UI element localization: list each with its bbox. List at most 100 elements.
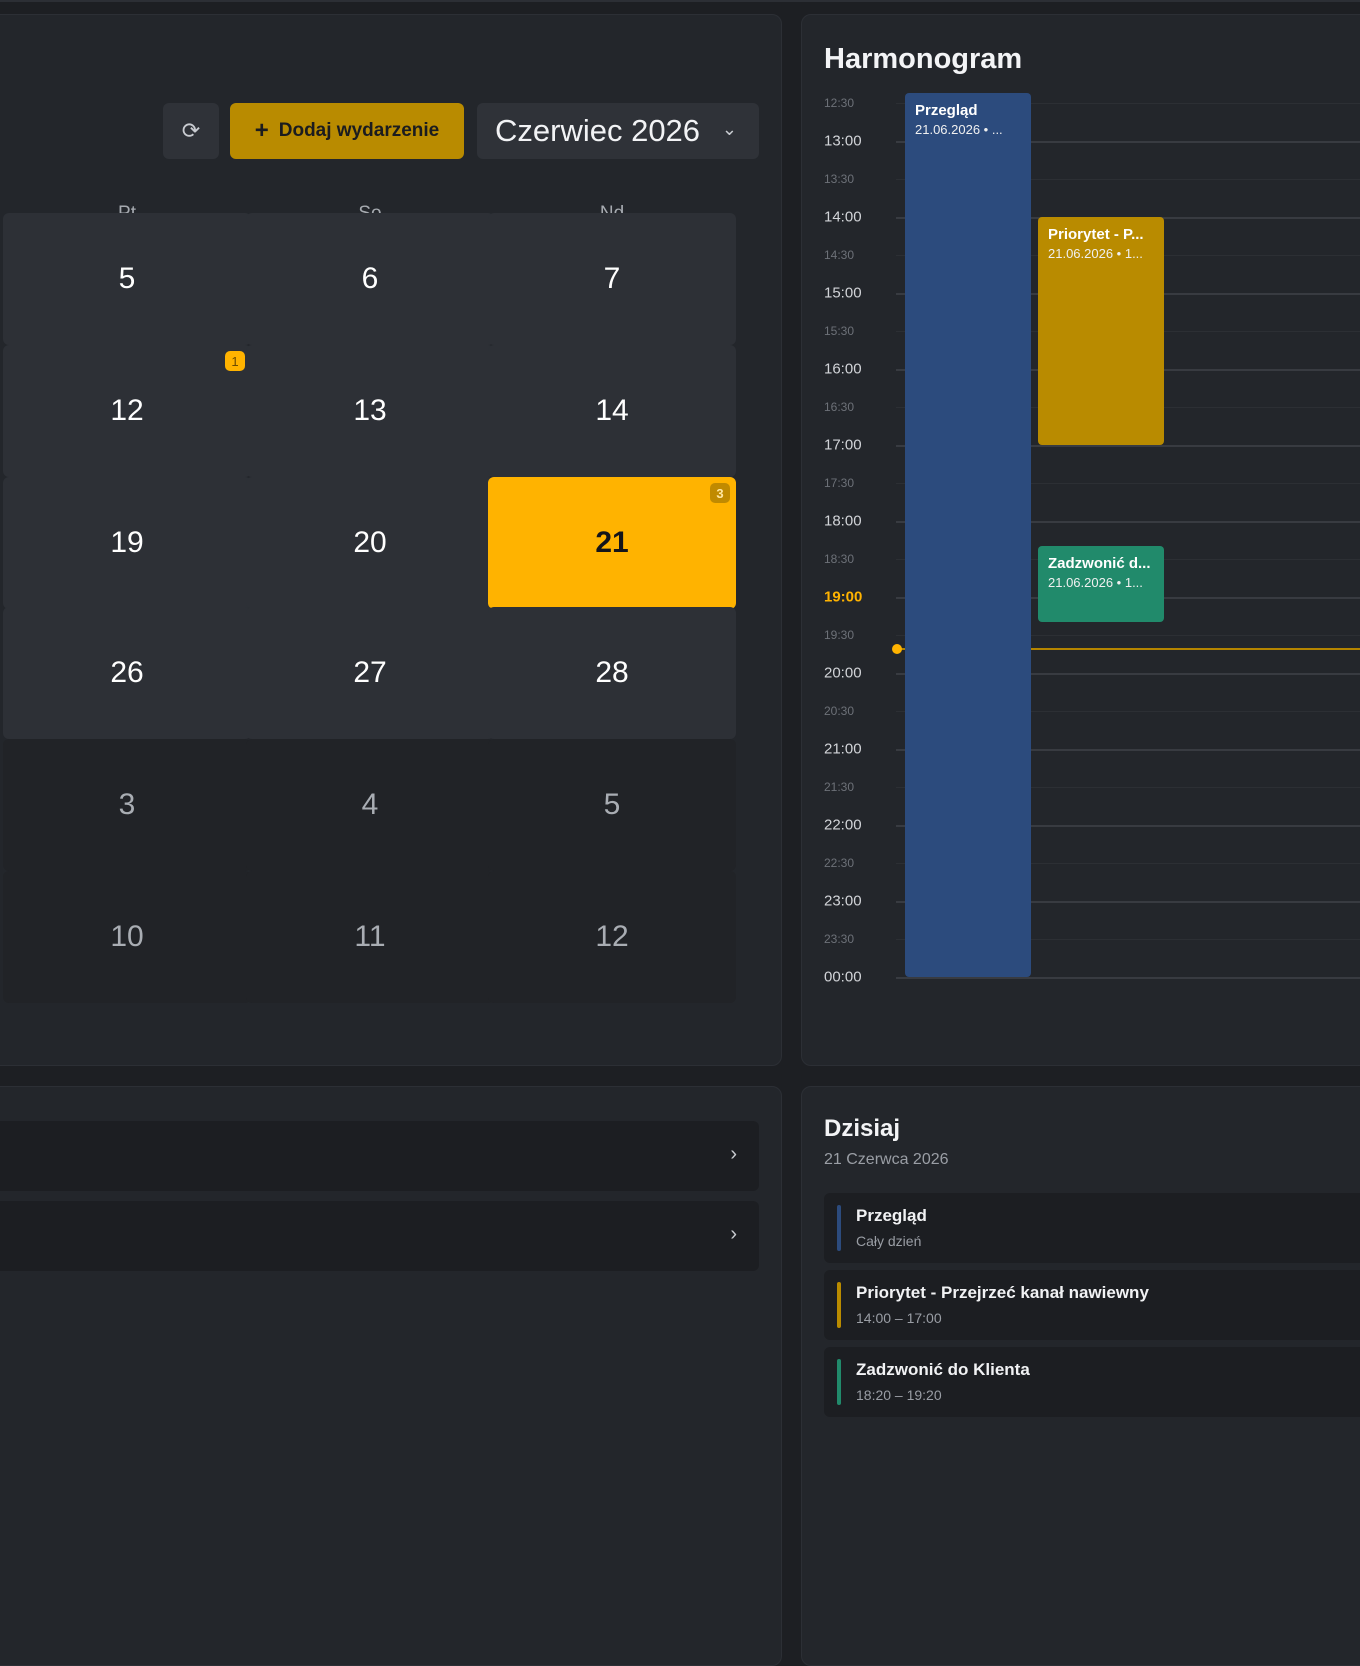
time-label: 13:30 <box>824 172 855 186</box>
hour-gridline <box>896 445 1360 447</box>
today-event-item[interactable]: Priorytet - Przejrzeć kanał nawiewny 14:0… <box>824 1270 1360 1340</box>
today-event-time: 18:20 – 19:20 <box>856 1387 942 1403</box>
hour-gridline <box>896 787 1360 788</box>
schedule-event[interactable]: Zadzwonić d... 21.06.2026 • 1... <box>1038 546 1164 623</box>
day-number: 5 <box>118 262 136 295</box>
event-count-badge: 1 <box>225 351 245 371</box>
time-label: 22:30 <box>824 856 855 870</box>
add-event-button[interactable]: + Dodaj wydarzenie <box>230 103 464 159</box>
time-label: 23:00 <box>824 892 862 910</box>
event-count-badge: 3 <box>710 483 730 503</box>
hour-gridline <box>896 939 1360 940</box>
time-label: 14:00 <box>824 208 862 226</box>
time-label: 15:00 <box>824 284 862 302</box>
time-label: 17:00 <box>824 436 862 454</box>
time-label: 18:30 <box>824 552 855 566</box>
month-select[interactable]: Czerwiec 2026 ⌄ <box>477 103 759 159</box>
day-cell[interactable]: 10 <box>3 871 251 1003</box>
chevron-right-icon: › <box>730 1223 737 1245</box>
day-cell[interactable]: 12 1 <box>3 345 251 477</box>
day-number: 14 <box>595 394 629 427</box>
day-cell[interactable]: 7 <box>488 213 736 345</box>
time-label: 16:30 <box>824 400 855 414</box>
day-cell[interactable]: 13 <box>246 345 494 477</box>
day-number: 4 <box>361 788 379 821</box>
day-number: 21 <box>595 526 629 559</box>
day-cell[interactable]: 12 <box>488 871 736 1003</box>
hour-gridline <box>896 521 1360 523</box>
event-color-bar <box>837 1282 841 1328</box>
day-number: 19 <box>110 526 144 559</box>
time-label: 19:30 <box>824 628 855 642</box>
hour-gridline <box>896 711 1360 712</box>
plus-icon: + <box>254 117 269 144</box>
time-label: 00:00 <box>824 968 862 986</box>
day-cell-today[interactable]: 21 3 <box>488 477 736 609</box>
day-number: 11 <box>354 920 386 953</box>
time-label: 23:30 <box>824 932 855 946</box>
time-label: 15:30 <box>824 324 855 338</box>
hour-gridline <box>896 483 1360 484</box>
calendar-panel: ⟳ + Dodaj wydarzenie Czerwiec 2026 ⌄ PtS… <box>0 14 782 1066</box>
hour-gridline <box>896 825 1360 827</box>
day-number: 12 <box>595 920 629 953</box>
event-title: Priorytet - P... <box>1048 226 1144 243</box>
schedule-event[interactable]: Przegląd 21.06.2026 • ... <box>905 93 1031 977</box>
time-label: 20:00 <box>824 664 862 682</box>
day-cell[interactable]: 28 <box>488 607 736 739</box>
hour-gridline <box>896 141 1360 143</box>
day-cell[interactable]: 20 <box>246 477 494 609</box>
day-cell[interactable]: 5 <box>488 739 736 871</box>
list-item[interactable]: › <box>0 1201 759 1271</box>
day-number: 20 <box>353 526 387 559</box>
day-cell[interactable]: 4 <box>246 739 494 871</box>
hour-gridline <box>896 179 1360 180</box>
today-panel: Dzisiaj 21 Czerwca 2026 Przegląd Cały dzi… <box>801 1086 1360 1666</box>
today-event-name: Zadzwonić do Klienta <box>856 1360 1030 1379</box>
day-number: 3 <box>118 788 136 821</box>
event-subtitle: 21.06.2026 • ... <box>915 122 1003 137</box>
day-cell[interactable]: 5 <box>3 213 251 345</box>
calendar-toolbar: ⟳ + Dodaj wydarzenie Czerwiec 2026 ⌄ <box>0 103 781 159</box>
current-time-dot <box>892 643 902 654</box>
today-event-time: 14:00 – 17:00 <box>856 1310 942 1326</box>
today-title: Dzisiaj <box>824 1115 901 1142</box>
hour-gridline <box>896 863 1360 864</box>
time-label: 22:00 <box>824 816 862 834</box>
today-event-time: Cały dzień <box>856 1233 922 1249</box>
schedule-event[interactable]: Priorytet - P... 21.06.2026 • 1... <box>1038 217 1164 445</box>
day-cell[interactable]: 3 <box>3 739 251 871</box>
today-date: 21 Czerwca 2026 <box>824 1151 949 1168</box>
list-item[interactable]: › <box>0 1121 759 1191</box>
day-cell[interactable]: 19 <box>3 477 251 609</box>
time-label: 16:00 <box>824 360 862 378</box>
hour-gridline <box>896 901 1360 903</box>
today-event-item[interactable]: Przegląd Cały dzień <box>824 1193 1360 1263</box>
day-number: 6 <box>361 262 379 295</box>
day-cell[interactable]: 27 <box>246 607 494 739</box>
time-label: 12:30 <box>824 96 855 110</box>
hour-gridline <box>896 673 1360 675</box>
hour-gridline <box>896 977 1360 979</box>
event-subtitle: 21.06.2026 • 1... <box>1048 575 1143 591</box>
time-label: 20:30 <box>824 704 855 718</box>
day-cell[interactable]: 14 <box>488 345 736 477</box>
today-event-name: Priorytet - Przejrzeć kanał nawiewny <box>856 1283 1149 1302</box>
day-number: 7 <box>603 262 621 295</box>
day-cell[interactable]: 26 <box>3 607 251 739</box>
month-label: Czerwiec 2026 <box>495 113 701 148</box>
chevron-right-icon: › <box>730 1143 737 1165</box>
refresh-icon: ⟳ <box>181 118 201 143</box>
event-title: Przegląd <box>915 102 978 119</box>
schedule-panel: Harmonogram 12:30 13:00 13:30 14:00 14:30 15:… <box>801 14 1360 1066</box>
hour-gridline <box>896 635 1360 636</box>
refresh-button[interactable]: ⟳ <box>163 103 219 159</box>
day-cell[interactable]: 11 <box>246 871 494 1003</box>
day-number: 26 <box>110 656 144 689</box>
chevron-down-icon: ⌄ <box>721 119 737 139</box>
today-event-item[interactable]: Zadzwonić do Klienta 18:20 – 19:20 <box>824 1347 1360 1417</box>
top-border <box>0 0 1360 2</box>
hour-gridline <box>896 749 1360 751</box>
day-cell[interactable]: 6 <box>246 213 494 345</box>
time-label: 19:00 <box>824 588 863 606</box>
